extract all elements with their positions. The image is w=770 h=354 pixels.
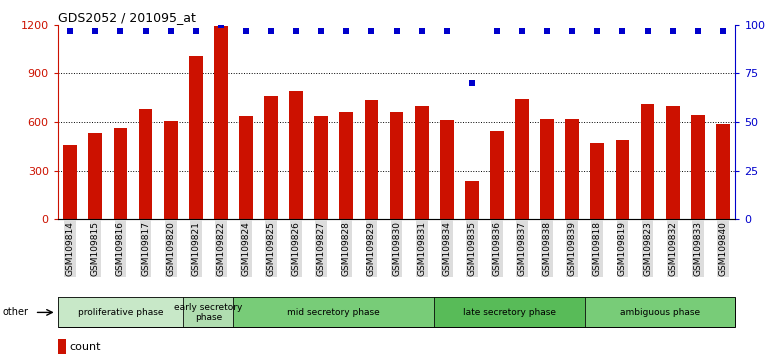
- Point: [641, 28, 654, 33]
- Text: other: other: [3, 307, 29, 318]
- Bar: [434, 297, 584, 327]
- Bar: [440, 120, 454, 219]
- Bar: [716, 124, 730, 219]
- Text: GSM109831: GSM109831: [417, 221, 426, 276]
- Bar: [58, 339, 66, 354]
- Text: GSM109823: GSM109823: [643, 221, 652, 276]
- Point: [215, 22, 227, 28]
- Text: GSM109825: GSM109825: [266, 221, 276, 276]
- Bar: [314, 116, 328, 219]
- Bar: [139, 109, 152, 219]
- Text: GSM109837: GSM109837: [517, 221, 527, 276]
- Bar: [164, 120, 178, 219]
- Point: [591, 28, 604, 33]
- Bar: [114, 128, 127, 219]
- Point: [239, 28, 252, 33]
- Text: GSM109821: GSM109821: [191, 221, 200, 276]
- Point: [717, 28, 729, 33]
- Point: [566, 28, 578, 33]
- Text: GSM109833: GSM109833: [693, 221, 702, 276]
- Text: GSM109835: GSM109835: [467, 221, 477, 276]
- Point: [365, 28, 377, 33]
- Text: GDS2052 / 201095_at: GDS2052 / 201095_at: [58, 11, 196, 24]
- Point: [114, 28, 126, 33]
- Bar: [691, 115, 705, 219]
- Text: GSM109826: GSM109826: [292, 221, 300, 276]
- Point: [189, 28, 202, 33]
- Point: [165, 28, 177, 33]
- Bar: [183, 297, 233, 327]
- Point: [440, 28, 453, 33]
- Text: early secretory
phase: early secretory phase: [174, 303, 243, 322]
- Text: GSM109815: GSM109815: [91, 221, 100, 276]
- Text: GSM109827: GSM109827: [316, 221, 326, 276]
- Point: [139, 28, 152, 33]
- Bar: [515, 99, 529, 219]
- Bar: [233, 297, 434, 327]
- Text: GSM109830: GSM109830: [392, 221, 401, 276]
- Point: [616, 28, 628, 33]
- Text: GSM109838: GSM109838: [543, 221, 551, 276]
- Text: GSM109839: GSM109839: [567, 221, 577, 276]
- Bar: [591, 143, 604, 219]
- Point: [265, 28, 277, 33]
- Bar: [264, 96, 278, 219]
- Bar: [465, 181, 479, 219]
- Text: GSM109832: GSM109832: [668, 221, 677, 276]
- Text: GSM109824: GSM109824: [242, 221, 250, 276]
- Bar: [565, 119, 579, 219]
- Bar: [239, 116, 253, 219]
- Bar: [584, 297, 735, 327]
- Point: [416, 28, 428, 33]
- Point: [64, 28, 76, 33]
- Point: [541, 28, 554, 33]
- Point: [667, 28, 679, 33]
- Bar: [63, 145, 77, 219]
- Text: GSM109840: GSM109840: [718, 221, 728, 276]
- Point: [390, 28, 403, 33]
- Text: ambiguous phase: ambiguous phase: [620, 308, 700, 317]
- Point: [315, 28, 327, 33]
- Text: GSM109836: GSM109836: [493, 221, 501, 276]
- Bar: [189, 56, 203, 219]
- Text: count: count: [69, 342, 101, 353]
- Text: GSM109828: GSM109828: [342, 221, 351, 276]
- Point: [466, 80, 478, 86]
- Text: late secretory phase: late secretory phase: [463, 308, 556, 317]
- Bar: [89, 133, 102, 219]
- Text: GSM109834: GSM109834: [442, 221, 451, 276]
- Point: [516, 28, 528, 33]
- Text: GSM109816: GSM109816: [116, 221, 125, 276]
- Bar: [58, 297, 183, 327]
- Bar: [666, 106, 679, 219]
- Point: [340, 28, 353, 33]
- Point: [290, 28, 303, 33]
- Bar: [415, 106, 429, 219]
- Bar: [214, 25, 228, 219]
- Bar: [390, 113, 403, 219]
- Point: [89, 28, 102, 33]
- Text: GSM109820: GSM109820: [166, 221, 176, 276]
- Text: GSM109818: GSM109818: [593, 221, 602, 276]
- Text: proliferative phase: proliferative phase: [78, 308, 163, 317]
- Text: GSM109819: GSM109819: [618, 221, 627, 276]
- Bar: [290, 91, 303, 219]
- Point: [691, 28, 704, 33]
- Text: mid secretory phase: mid secretory phase: [287, 308, 380, 317]
- Text: GSM109822: GSM109822: [216, 221, 226, 276]
- Point: [490, 28, 503, 33]
- Text: GSM109817: GSM109817: [141, 221, 150, 276]
- Text: GSM109829: GSM109829: [367, 221, 376, 276]
- Bar: [364, 100, 378, 219]
- Bar: [490, 131, 504, 219]
- Bar: [340, 112, 353, 219]
- Text: GSM109814: GSM109814: [65, 221, 75, 276]
- Bar: [641, 104, 654, 219]
- Bar: [541, 119, 554, 219]
- Bar: [615, 140, 629, 219]
